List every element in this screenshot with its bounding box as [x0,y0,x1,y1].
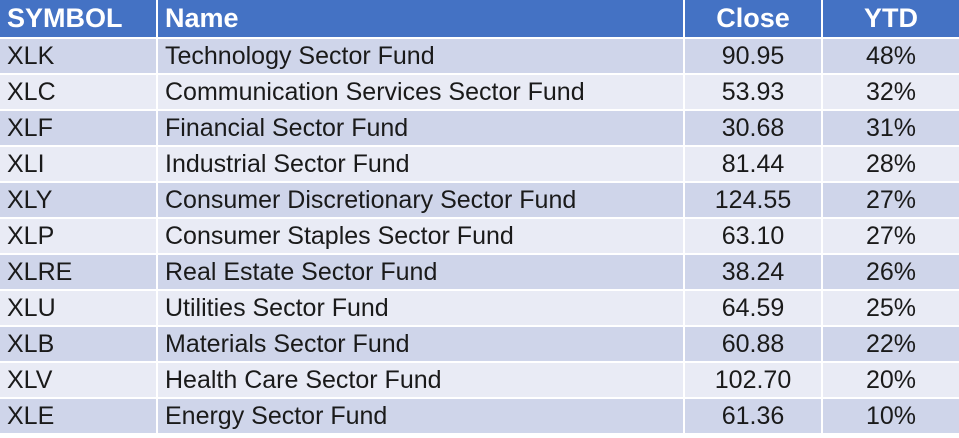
cell-name: Communication Services Sector Fund [157,74,685,111]
cell-name: Health Care Sector Fund [157,362,685,399]
table-row: XLP Consumer Staples Sector Fund 63.10 2… [0,218,959,255]
cell-symbol: XLY [0,182,158,219]
cell-ytd: 27% [822,218,959,255]
header-ytd: YTD [822,0,959,39]
cell-ytd: 26% [822,254,959,291]
cell-close: 61.36 [684,398,823,435]
table-row: XLI Industrial Sector Fund 81.44 28% [0,146,959,183]
cell-close: 63.10 [684,218,823,255]
table-row: XLY Consumer Discretionary Sector Fund 1… [0,182,959,219]
cell-symbol: XLK [0,38,158,75]
table-row: XLF Financial Sector Fund 30.68 31% [0,110,959,147]
cell-ytd: 20% [822,362,959,399]
table-row: XLK Technology Sector Fund 90.95 48% [0,38,959,75]
cell-name: Consumer Staples Sector Fund [157,218,685,255]
cell-symbol: XLE [0,398,158,435]
cell-name: Real Estate Sector Fund [157,254,685,291]
cell-symbol: XLRE [0,254,158,291]
cell-name: Utilities Sector Fund [157,290,685,327]
header-close: Close [684,0,823,39]
cell-name: Consumer Discretionary Sector Fund [157,182,685,219]
cell-close: 53.93 [684,74,823,111]
cell-symbol: XLV [0,362,158,399]
table-row: XLV Health Care Sector Fund 102.70 20% [0,362,959,399]
table-row: XLB Materials Sector Fund 60.88 22% [0,326,959,363]
cell-ytd: 10% [822,398,959,435]
cell-symbol: XLU [0,290,158,327]
cell-symbol: XLC [0,74,158,111]
cell-close: 38.24 [684,254,823,291]
table-header-row: SYMBOL Name Close YTD [0,0,959,39]
cell-ytd: 27% [822,182,959,219]
cell-name: Materials Sector Fund [157,326,685,363]
cell-close: 30.68 [684,110,823,147]
table-row: XLU Utilities Sector Fund 64.59 25% [0,290,959,327]
cell-close: 124.55 [684,182,823,219]
cell-name: Energy Sector Fund [157,398,685,435]
table-row: XLE Energy Sector Fund 61.36 10% [0,398,959,435]
table-row: XLC Communication Services Sector Fund 5… [0,74,959,111]
cell-close: 60.88 [684,326,823,363]
cell-symbol: XLB [0,326,158,363]
cell-ytd: 25% [822,290,959,327]
cell-name: Financial Sector Fund [157,110,685,147]
cell-close: 81.44 [684,146,823,183]
cell-name: Industrial Sector Fund [157,146,685,183]
cell-ytd: 31% [822,110,959,147]
cell-symbol: XLF [0,110,158,147]
cell-ytd: 28% [822,146,959,183]
cell-ytd: 32% [822,74,959,111]
cell-close: 90.95 [684,38,823,75]
cell-ytd: 48% [822,38,959,75]
cell-symbol: XLP [0,218,158,255]
header-name: Name [157,0,685,39]
cell-ytd: 22% [822,326,959,363]
table-body: XLK Technology Sector Fund 90.95 48% XLC… [0,38,959,435]
table-row: XLRE Real Estate Sector Fund 38.24 26% [0,254,959,291]
cell-close: 102.70 [684,362,823,399]
header-symbol: SYMBOL [0,0,158,39]
cell-symbol: XLI [0,146,158,183]
cell-name: Technology Sector Fund [157,38,685,75]
cell-close: 64.59 [684,290,823,327]
